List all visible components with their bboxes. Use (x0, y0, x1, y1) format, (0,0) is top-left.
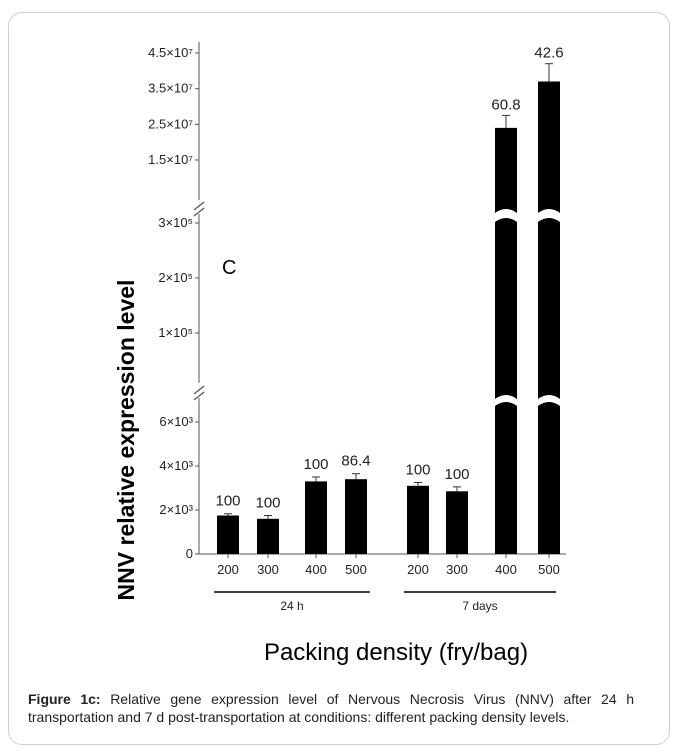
y-tick-label: 2.5×10⁷ (148, 116, 193, 131)
y-tick-label: 3×10⁵ (158, 215, 193, 230)
y-tick-label: 3.5×10⁷ (148, 81, 193, 96)
bar (538, 81, 560, 214)
x-tick-label: 200 (407, 562, 429, 577)
x-tick-label: 200 (217, 562, 239, 577)
bar-series: 100 100 100 86.4 100 100 60.8 42.6 (215, 45, 564, 554)
x-tick-label: 300 (446, 562, 468, 577)
bar-data-label: 100 (444, 466, 469, 483)
axis-break-mark (193, 201, 205, 211)
x-tick-label: 500 (538, 562, 560, 577)
bar-data-label: 100 (215, 493, 240, 510)
bar-data-label: 100 (255, 495, 280, 512)
bar-data-label: 100 (303, 456, 328, 473)
bar (495, 402, 517, 554)
bar (257, 518, 279, 554)
bar (538, 218, 560, 399)
group-label: 7 days (462, 599, 497, 613)
x-tick-label: 500 (345, 562, 367, 577)
x-tick-label: 400 (305, 562, 327, 577)
y-tick-label: 0 (186, 546, 193, 561)
axis-break-mark (193, 207, 205, 217)
x-tick-label: 300 (257, 562, 279, 577)
panel-label: C (222, 257, 236, 279)
group-label: 24 h (280, 599, 303, 613)
bar-data-label: 60.8 (491, 96, 520, 113)
bar-chart: 0 2×10³ 4×10³ 6×10³ 1×10⁵ 2×10⁵ 3×10⁵ 1.5×10⁷ 2.… (113, 42, 566, 666)
bar (407, 485, 429, 554)
y-tick-label: 1.5×10⁷ (148, 152, 193, 167)
caption-label: Figure 1c: (28, 691, 101, 707)
bar (495, 127, 517, 213)
bar (217, 515, 239, 554)
caption-text: Relative gene expression level of Nervou… (28, 691, 635, 725)
y-tick-label: 4×10³ (159, 458, 193, 473)
y-tick-label: 1×10⁵ (158, 325, 193, 340)
y-tick-label: 6×10³ (159, 414, 193, 429)
y-tick-label: 2×10³ (159, 502, 193, 517)
bar (538, 402, 560, 554)
x-axis: 200 300 400 500 200 300 400 500 24 h 7 days (214, 554, 560, 613)
bar-data-label: 42.6 (534, 45, 563, 62)
y-tick-label: 4.5×10⁷ (148, 45, 193, 60)
bar-data-label: 100 (405, 462, 430, 479)
axis-break-mark (193, 385, 205, 395)
bar (446, 491, 468, 554)
bar (495, 218, 517, 399)
x-tick-label: 400 (495, 562, 517, 577)
figure-caption: Figure 1c: Relative gene expression leve… (28, 690, 634, 726)
bar (345, 479, 367, 554)
bar-data-label: 86.4 (341, 453, 370, 470)
y-axis-title: NNV relative expression level (113, 280, 139, 601)
y-tick-label: 2×10⁵ (158, 270, 193, 285)
bar (305, 481, 327, 554)
y-axis: 0 2×10³ 4×10³ 6×10³ 1×10⁵ 2×10⁵ 3×10⁵ 1.5×10⁷ 2.… (148, 42, 566, 561)
axis-break-mark (193, 391, 205, 401)
x-axis-title: Packing density (fry/bag) (264, 639, 528, 666)
